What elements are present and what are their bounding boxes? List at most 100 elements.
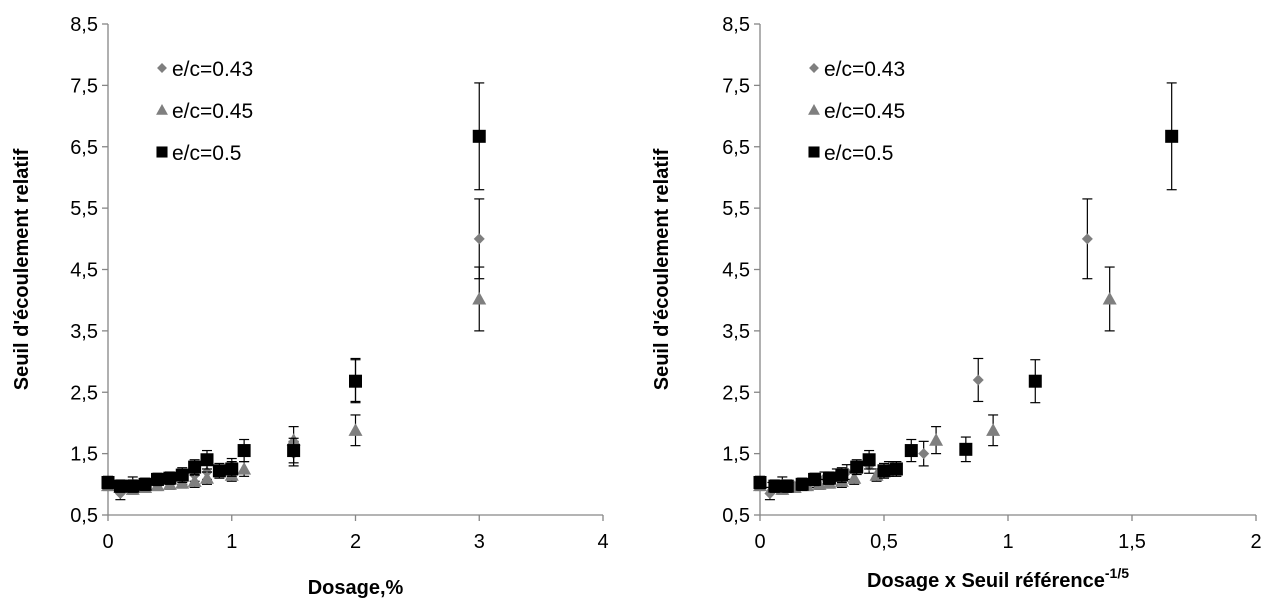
y-tick-label: 2,5 (70, 382, 98, 404)
data-point (151, 472, 164, 486)
x-tick-label: 3 (474, 531, 485, 553)
data-point (200, 453, 214, 467)
data-point (188, 460, 202, 474)
data-point (212, 464, 226, 478)
data-point (904, 444, 918, 458)
y-tick-label: 2,5 (722, 382, 750, 404)
data-point (349, 374, 362, 388)
y-tick-label: 0,5 (70, 505, 98, 527)
legend-marker (808, 104, 820, 115)
x-tick-label: 1 (226, 531, 237, 553)
legend-marker (809, 63, 819, 73)
data-point (1081, 233, 1093, 245)
data-point (862, 453, 876, 467)
data-point (1165, 129, 1179, 143)
data-point (972, 374, 984, 386)
data-point (237, 444, 251, 458)
legend-label: e/c=0.43 (172, 58, 253, 81)
y-tick-label: 8,5 (70, 14, 98, 36)
data-point (225, 462, 239, 476)
series-e-c-0-45 (753, 266, 1117, 495)
data-point (473, 233, 485, 245)
data-point (929, 433, 944, 446)
legend-marker (156, 146, 168, 158)
legend: e/c=0.43 e/c=0.45 e/c=0.5 (808, 58, 905, 165)
data-point (1028, 374, 1042, 388)
data-point (753, 475, 767, 489)
data-point (808, 472, 822, 486)
x-tick-label: 2 (1250, 531, 1261, 553)
x-tick-label: 0 (102, 531, 113, 553)
series-e-c-0-43 (754, 198, 1093, 501)
y-tick-label: 5,5 (722, 198, 750, 220)
data-point (780, 479, 794, 493)
y-tick-label: 7,5 (722, 75, 750, 97)
x-axis-title: Dosage x Seuil référence-1/5 (867, 565, 1129, 592)
legend-label: e/c=0.43 (824, 58, 905, 81)
chart-right: 0,51,52,53,54,55,56,57,58,50 0,5 1 1,5 2Dosa… (651, 14, 1262, 592)
x-tick-label: 2 (350, 531, 361, 553)
data-point (918, 448, 930, 460)
y-axis-title: Seuil d'écoulement relatif (651, 148, 673, 390)
y-tick-label: 5,5 (70, 198, 98, 220)
y-tick-label: 6,5 (722, 137, 750, 159)
data-point (113, 479, 127, 493)
data-point (1102, 291, 1117, 305)
data-point (101, 475, 115, 489)
y-tick-label: 4,5 (70, 260, 98, 282)
data-point (986, 423, 1001, 436)
y-tick-label: 0,5 (722, 505, 750, 527)
data-point (847, 471, 862, 484)
legend: e/c=0.43 e/c=0.45 e/c=0.5 (156, 58, 253, 165)
data-point (472, 291, 487, 305)
series-e-c-0-5 (101, 82, 486, 493)
data-point (835, 468, 849, 482)
legend-marker (156, 104, 168, 115)
x-axis-title: Dosage,% (308, 577, 404, 599)
data-point (795, 477, 809, 491)
y-tick-label: 4,5 (722, 260, 750, 282)
data-point (877, 464, 891, 478)
data-point (175, 468, 189, 482)
data-point (287, 444, 301, 458)
y-tick-label: 3,5 (70, 321, 98, 343)
data-point (138, 477, 152, 491)
y-tick-label: 1,5 (70, 444, 98, 466)
legend-marker (157, 63, 167, 73)
x-axis-title-superscript: -1/5 (1105, 565, 1129, 581)
x-tick-label: 1,5 (1118, 531, 1146, 553)
data-point (472, 129, 486, 143)
chart-left: 0,5 1,5 2,5 3,5 4,5 5,5 6,5 7,5 8,5 0 1 2 3 4 Dosage,%… (11, 14, 609, 599)
data-point (959, 442, 973, 456)
x-tick-label: 1 (1002, 531, 1013, 553)
series-e-c-0-5 (753, 82, 1179, 493)
x-axis-title-text: Dosage x Seuil référence (867, 570, 1105, 592)
data-point (889, 462, 903, 476)
x-tick-label: 4 (597, 531, 608, 553)
data-point (850, 460, 864, 474)
legend-label: e/c=0.5 (824, 142, 893, 165)
data-point (822, 471, 836, 485)
data-point (869, 468, 884, 481)
y-tick-label: 6,5 (70, 137, 98, 159)
data-point (126, 479, 140, 493)
y-axis-title: Seuil d'écoulement relatif (11, 148, 33, 390)
y-tick-label: 7,5 (70, 75, 98, 97)
x-tick-label: 0 (754, 531, 765, 553)
data-point (768, 479, 782, 493)
y-tick-label: 3,5 (722, 321, 750, 343)
legend-marker (808, 146, 820, 158)
y-tick-label: 1,5 (722, 444, 750, 466)
data-point (237, 461, 252, 475)
data-point (163, 471, 177, 485)
data-point (200, 471, 214, 484)
data-point (187, 474, 202, 487)
legend-label: e/c=0.45 (824, 100, 905, 123)
legend-label: e/c=0.5 (172, 142, 241, 165)
y-tick-label: 8,5 (722, 14, 750, 36)
x-axis-title-text: Dosage,% (308, 577, 404, 599)
x-tick-label: 0,5 (870, 531, 898, 553)
data-point (348, 423, 363, 436)
legend-label: e/c=0.45 (172, 100, 253, 123)
